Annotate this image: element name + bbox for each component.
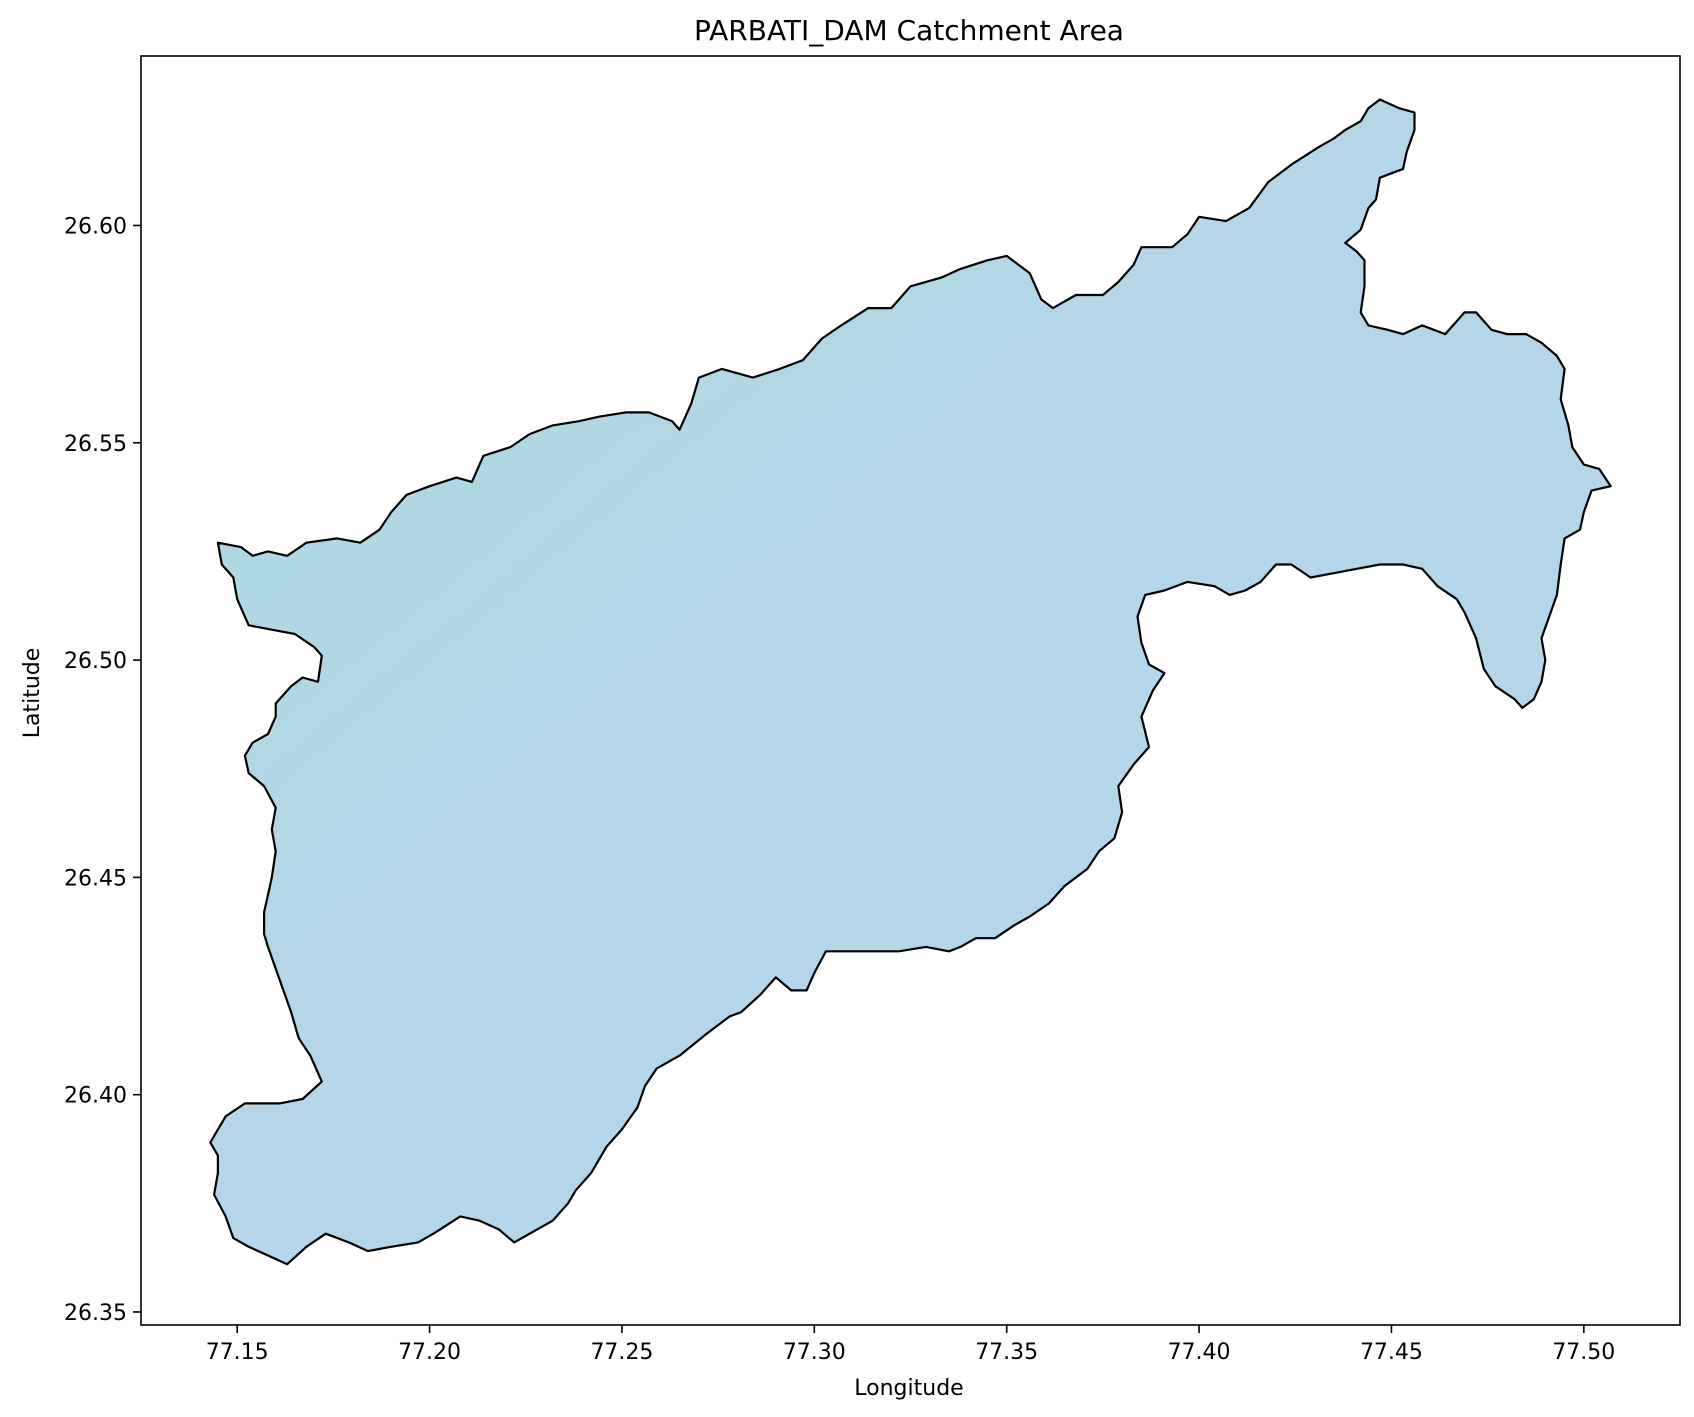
plot-area (209, 98, 1612, 1266)
y-tick-label: 26.60 (64, 214, 127, 239)
y-axis-title: Latitude (20, 648, 45, 739)
y-axis-ticks: 26.35 26.40 26.45 26.50 26.55 26.60 (64, 214, 141, 1326)
x-tick-label: 77.25 (590, 1340, 653, 1365)
x-tick-label: 77.20 (398, 1340, 461, 1365)
y-tick-label: 26.35 (64, 1301, 127, 1326)
y-tick-label: 26.50 (64, 649, 127, 674)
x-axis-title: Longitude (854, 1376, 963, 1401)
y-tick-label: 26.55 (64, 432, 127, 457)
y-tick-label: 26.40 (64, 1084, 127, 1109)
x-tick-label: 77.40 (1168, 1340, 1231, 1365)
chart-title: PARBATI_DAM Catchment Area (694, 14, 1124, 47)
x-tick-label: 77.15 (206, 1340, 269, 1365)
y-tick-label: 26.45 (64, 866, 127, 891)
x-tick-label: 77.30 (783, 1340, 846, 1365)
axes-frame (140, 55, 1681, 1326)
x-axis-ticks: 77.15 77.20 77.25 77.30 77.35 77.40 77.45 77.50 (206, 1325, 1615, 1365)
x-tick-label: 77.45 (1360, 1340, 1423, 1365)
x-tick-label: 77.50 (1552, 1340, 1615, 1365)
catchment-polygon (209, 98, 1612, 1266)
x-tick-label: 77.35 (975, 1340, 1038, 1365)
